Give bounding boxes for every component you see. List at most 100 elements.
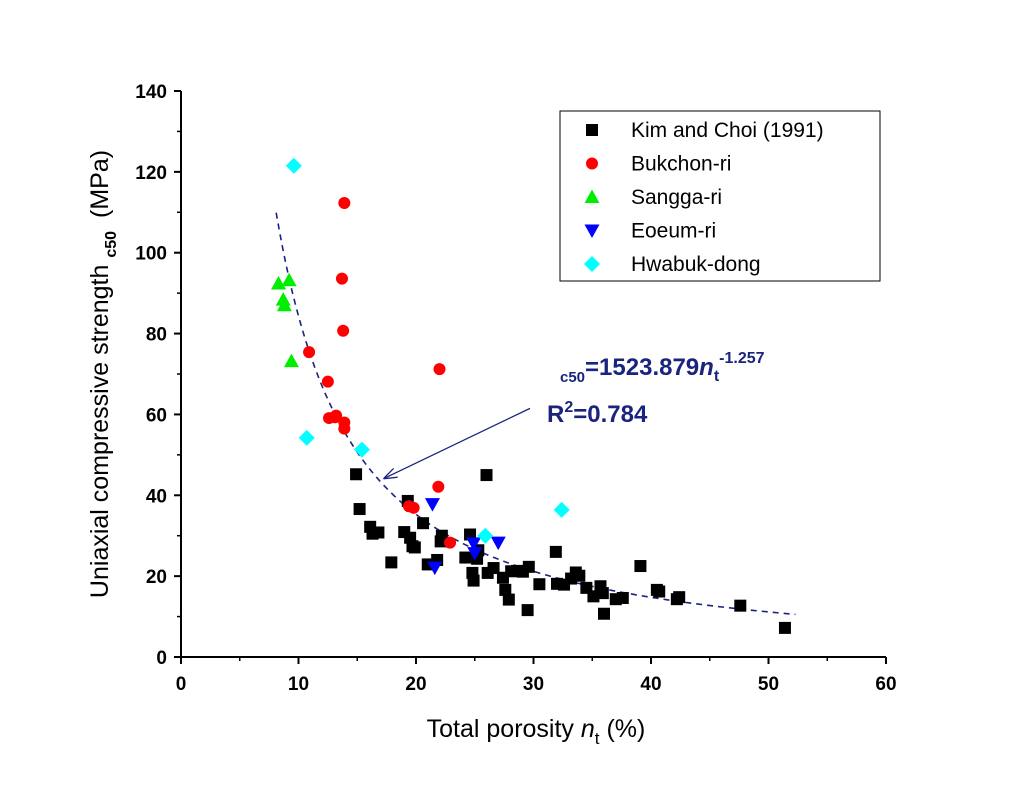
data-point xyxy=(553,501,570,518)
data-point xyxy=(573,569,586,582)
data-point xyxy=(281,272,297,287)
data-point xyxy=(283,353,299,368)
data-point xyxy=(353,441,370,458)
data-point xyxy=(634,560,647,573)
legend-marker xyxy=(584,189,600,203)
data-point xyxy=(598,607,610,620)
series-1 xyxy=(303,196,457,549)
series-3 xyxy=(424,498,506,576)
data-point xyxy=(477,527,494,544)
data-point xyxy=(734,599,747,612)
data-point xyxy=(490,536,506,551)
data-point xyxy=(467,547,483,561)
data-point xyxy=(522,560,535,573)
data-point xyxy=(778,621,791,634)
y-tick-label: 20 xyxy=(146,567,167,588)
data-point xyxy=(444,536,457,549)
y-axis-title-sub: c50 xyxy=(103,231,120,258)
y-tick-label: 0 xyxy=(156,648,167,669)
x-tick-label: 30 xyxy=(523,674,544,695)
data-point xyxy=(353,503,366,516)
y-axis-title-unit: (MPa) xyxy=(86,150,114,225)
data-point xyxy=(432,480,445,493)
data-point xyxy=(673,591,686,604)
y-tick-label: 120 xyxy=(135,163,167,184)
data-point xyxy=(417,517,430,530)
fit-equation-prefix: c50 xyxy=(560,369,585,386)
data-point xyxy=(338,196,351,209)
data-point xyxy=(466,537,482,551)
data-point xyxy=(467,574,480,587)
fit-equation-exp: -1.257 xyxy=(719,350,764,367)
x-ticks: 0 10 20 30 40 50 60 xyxy=(176,657,897,695)
data-point xyxy=(275,292,291,306)
y-axis-title-main: Uniaxial compressive strength xyxy=(86,258,114,598)
annotation-arrow xyxy=(384,407,531,478)
data-point xyxy=(653,585,666,598)
data-point xyxy=(407,501,420,514)
legend-marker xyxy=(584,224,600,238)
data-point xyxy=(502,593,515,606)
legend-label: Eoeum-ri xyxy=(631,220,716,243)
y-axis-title: Uniaxial compressive strength c50 (MPa) xyxy=(86,150,120,598)
data-point xyxy=(321,375,334,388)
y-tick-label: 100 xyxy=(135,244,167,265)
data-point xyxy=(385,556,398,569)
data-point xyxy=(499,583,512,596)
fit-curve-group xyxy=(275,212,796,616)
r-squared: R2=0.784 xyxy=(547,399,648,428)
data-point xyxy=(330,409,343,422)
legend-label: Kim and Choi (1991) xyxy=(631,119,824,142)
x-tick-label: 20 xyxy=(405,674,426,695)
series-2 xyxy=(271,272,299,368)
data-point xyxy=(549,545,562,558)
data-point xyxy=(459,551,472,564)
data-point xyxy=(587,590,600,603)
y-tick-label: 60 xyxy=(146,405,167,426)
y-tick-label: 80 xyxy=(146,325,167,346)
data-points xyxy=(271,157,791,634)
legend-box xyxy=(559,110,881,282)
data-point xyxy=(424,498,440,512)
series-4 xyxy=(285,157,570,544)
legend-marker xyxy=(586,157,598,170)
y-tick-label: 140 xyxy=(135,82,167,103)
r-squared-prefix: R xyxy=(547,401,564,428)
data-point xyxy=(408,541,421,554)
data-point xyxy=(433,363,446,376)
fit-equation-main: =1523.879 xyxy=(585,354,699,381)
fit-equation: c50=1523.879nt-1.257 xyxy=(560,350,765,386)
legend-label: Bukchon-ri xyxy=(631,153,731,176)
x-axis-title: Total porosity nt (%) xyxy=(427,715,646,748)
series-0 xyxy=(350,468,791,634)
data-point xyxy=(298,429,315,446)
x-axis-title-main: Total porosity xyxy=(427,715,581,743)
data-point xyxy=(596,587,609,600)
data-point xyxy=(338,422,351,435)
x-axis-title-var: n xyxy=(581,715,595,743)
data-point xyxy=(276,297,292,312)
data-point xyxy=(521,604,534,617)
data-point xyxy=(435,529,448,542)
fit-equation-var: n xyxy=(699,354,714,381)
legend: Kim and Choi (1991) Bukchon-ri Sangga-ri Eo… xyxy=(559,110,881,282)
data-point xyxy=(335,272,348,285)
legend-marker xyxy=(586,124,598,136)
legend-label: Sangga-ri xyxy=(631,186,722,209)
y-ticks: 0 20 40 60 80 100 120 140 xyxy=(135,82,181,669)
fit-curve xyxy=(275,212,796,616)
r-squared-sup: 2 xyxy=(564,399,573,416)
data-point xyxy=(285,157,302,174)
x-tick-label: 40 xyxy=(640,674,661,695)
x-tick-label: 50 xyxy=(758,674,779,695)
data-point xyxy=(533,578,546,591)
x-axis-title-unit: (%) xyxy=(600,715,646,743)
legend-label: Hwabuk-dong xyxy=(631,253,761,276)
data-point xyxy=(480,469,493,482)
x-tick-label: 0 xyxy=(176,674,187,695)
x-axis-title-sub: t xyxy=(595,729,600,748)
legend-marker xyxy=(584,256,600,272)
data-point xyxy=(303,346,316,359)
data-point xyxy=(372,526,385,539)
